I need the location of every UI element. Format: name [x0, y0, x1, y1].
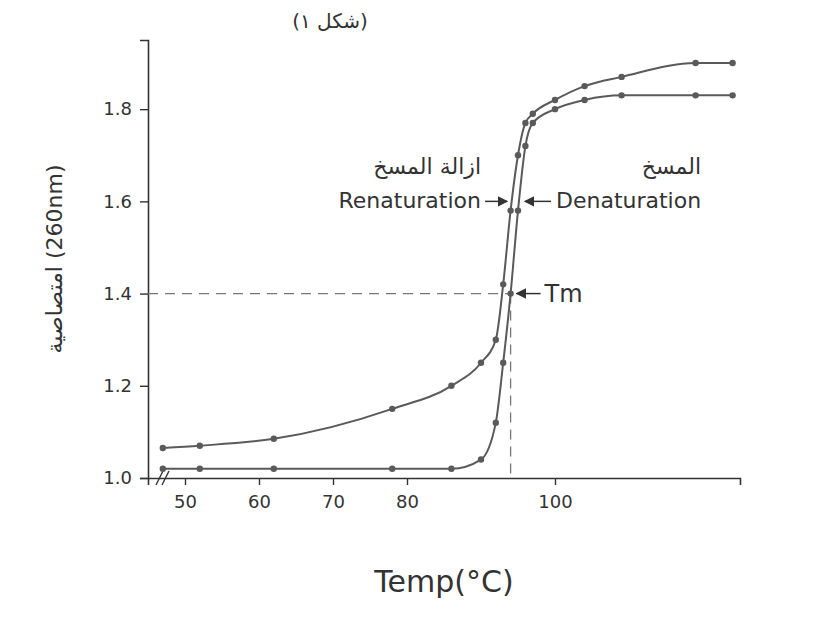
series-label: Renaturation	[339, 188, 482, 213]
series-line	[163, 95, 733, 468]
x-axis-tick-mark	[555, 478, 556, 485]
series-point	[478, 456, 484, 462]
y-axis-tick-mark	[140, 293, 148, 294]
series-point	[389, 406, 395, 412]
series-label: Denaturation	[556, 188, 701, 213]
y-axis-tick-mark	[140, 386, 148, 387]
tm-guides	[148, 294, 511, 478]
y-axis-tick-label: 1.8	[103, 98, 132, 119]
series-point	[729, 60, 735, 66]
y-axis-tick-mark	[140, 201, 148, 202]
x-axis-tick: 80	[396, 478, 419, 512]
x-axis-tick-label: 70	[322, 491, 345, 512]
x-axis: 50 60 70 80 100	[149, 478, 741, 512]
series-label-arrow	[485, 201, 507, 203]
x-axis-title: Temp(°C)	[373, 564, 513, 599]
y-axis-tick: 1.0	[103, 467, 148, 488]
series-point	[493, 336, 499, 342]
series-point	[522, 120, 528, 126]
series-line	[163, 63, 733, 448]
series-point	[448, 383, 454, 389]
y-axis-tick-label: 1.4	[103, 283, 132, 304]
series-point	[618, 92, 624, 98]
series-point	[530, 111, 536, 117]
series-point	[618, 74, 624, 80]
series-point	[197, 466, 203, 472]
series-point	[581, 83, 587, 89]
series-label-arrow	[525, 201, 551, 203]
x-axis-tick-label: 100	[538, 491, 572, 512]
x-axis-tick-mark	[333, 478, 334, 485]
tm-guide-vertical	[510, 294, 511, 478]
x-axis-tick-mark	[259, 478, 260, 485]
x-axis-tick-label: 60	[248, 491, 271, 512]
chart: 50 60 70 80 100 1.0 1.2 1.4 1.6 1.8 (شكل ١) Temp(°C…	[0, 0, 840, 627]
axis-break-mark	[156, 471, 163, 485]
y-axis-tick: 1.4	[103, 283, 148, 304]
labels: (شكل ١) Temp(°C) امتصاصية (260nm) Renaturat…	[42, 9, 701, 599]
series-point	[448, 466, 454, 472]
series-point	[522, 143, 528, 149]
series-point	[530, 120, 536, 126]
annotation: Tm	[544, 280, 583, 308]
series-point	[515, 152, 521, 158]
series-point	[692, 60, 698, 66]
x-axis-tick-label: 50	[174, 491, 197, 512]
y-axis-tick-label: 1.2	[103, 375, 132, 396]
series-point	[500, 360, 506, 366]
x-axis-tick: 70	[322, 478, 345, 512]
series-point	[507, 290, 513, 296]
series-point	[493, 419, 499, 425]
series-point	[581, 97, 587, 103]
series-point	[729, 92, 735, 98]
annotation-arrow	[517, 293, 541, 295]
y-axis-tick-mark	[140, 478, 148, 479]
annotation: المسخ	[642, 154, 701, 179]
series-point	[160, 466, 166, 472]
x-axis-tick-mark	[185, 478, 186, 485]
y-axis-title: امتصاصية (260nm)	[42, 165, 67, 354]
y-axis: 1.0 1.2 1.4 1.6 1.8	[103, 41, 148, 489]
series-point	[552, 97, 558, 103]
y-axis-tick-label: 1.0	[103, 467, 132, 488]
axis-break	[156, 471, 169, 485]
series-point	[500, 281, 506, 287]
series-point	[507, 207, 513, 213]
series-point	[692, 92, 698, 98]
y-axis-tick: 1.8	[103, 98, 148, 119]
x-axis-line	[149, 479, 741, 486]
axis-break-mark	[162, 471, 169, 485]
title: (شكل ١)	[292, 9, 368, 33]
x-axis-tick-mark	[407, 478, 408, 485]
x-axis-tick: 100	[538, 478, 572, 512]
series-point	[389, 466, 395, 472]
plot-marks	[160, 60, 736, 472]
series-point	[197, 443, 203, 449]
x-axis-tick: 60	[248, 478, 271, 512]
y-axis-tick: 1.2	[103, 375, 148, 396]
series-point	[160, 445, 166, 451]
x-axis-tick: 50	[174, 478, 197, 512]
y-axis-tick-label: 1.6	[103, 191, 132, 212]
series-point	[478, 360, 484, 366]
x-axis-tick-label: 80	[396, 491, 419, 512]
y-axis-line	[140, 41, 149, 479]
y-axis-tick: 1.6	[103, 191, 148, 212]
series-point	[552, 106, 558, 112]
series-point	[515, 207, 521, 213]
series-point	[271, 436, 277, 442]
tm-guide-horizontal	[148, 293, 511, 294]
series-point	[271, 466, 277, 472]
annotation: ازالة المسخ	[373, 154, 481, 179]
y-axis-tick-mark	[140, 109, 148, 110]
